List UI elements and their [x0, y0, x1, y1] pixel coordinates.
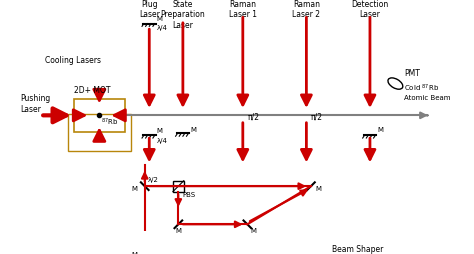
Bar: [67, 114, 131, 151]
Text: M: M: [250, 228, 256, 234]
Text: λ/2: λ/2: [147, 177, 158, 183]
Text: Plug
Laser: Plug Laser: [139, 0, 160, 19]
Text: Detection
Laser: Detection Laser: [351, 0, 389, 19]
Text: 2D+ MOT: 2D+ MOT: [74, 86, 110, 95]
Bar: [327, 241, 390, 254]
Text: Cooling Lasers: Cooling Lasers: [45, 56, 101, 65]
Text: M: M: [377, 127, 383, 133]
Text: λ/4: λ/4: [156, 138, 167, 144]
Text: M: M: [175, 228, 182, 234]
Text: M: M: [131, 252, 137, 254]
Text: M: M: [156, 16, 163, 22]
Bar: [74, 99, 125, 132]
Text: Beam Shaper: Beam Shaper: [332, 245, 384, 254]
Text: $^{87}$Rb: $^{87}$Rb: [101, 116, 118, 128]
Text: M: M: [131, 186, 137, 192]
Text: M: M: [156, 129, 163, 135]
Text: Raman
Laser 1: Raman Laser 1: [229, 0, 257, 19]
Text: λ/4: λ/4: [156, 25, 167, 31]
Text: π/2: π/2: [311, 113, 323, 122]
Bar: [173, 181, 184, 192]
Text: M: M: [316, 186, 321, 192]
Text: PMT: PMT: [404, 69, 420, 78]
Text: π/2: π/2: [247, 113, 259, 122]
Text: M: M: [190, 127, 196, 133]
Text: State
Preparation
Laser: State Preparation Laser: [161, 0, 205, 30]
Text: Pushing
Laser: Pushing Laser: [20, 94, 51, 114]
Text: PBS: PBS: [183, 192, 196, 198]
Text: Cold $^{87}$Rb
Atomic Beam: Cold $^{87}$Rb Atomic Beam: [404, 83, 451, 101]
Text: Raman
Laser 2: Raman Laser 2: [292, 0, 320, 19]
